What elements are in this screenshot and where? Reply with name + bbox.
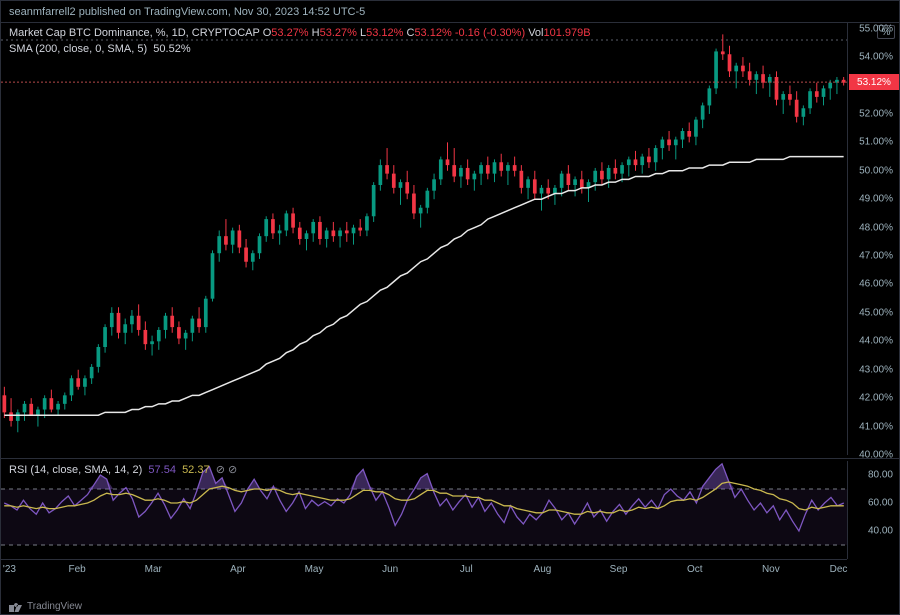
rsi-v1: 57.54 xyxy=(148,464,176,476)
symbol-title: Market Cap BTC Dominance, %, 1D, CRYPTOC… xyxy=(9,27,260,39)
price-pane[interactable] xyxy=(1,23,847,455)
rsi-v2: 52.37 xyxy=(182,464,210,476)
publish-text: seanmfarrell2 published on TradingView.c… xyxy=(9,6,365,18)
rsi-label: RSI (14, close, SMA, 14, 2) xyxy=(9,464,142,476)
pane-separator[interactable] xyxy=(1,458,899,459)
sma-legend[interactable]: SMA (200, close, 0, SMA, 5) 50.52% xyxy=(9,43,191,55)
ohlc-values: O53.27% H53.27% L53.12% C53.12% -0.16 (-… xyxy=(263,27,591,39)
rsi-settings-icons[interactable]: ⊘ ⊘ xyxy=(216,464,238,476)
footer-text: TradingView xyxy=(27,601,82,612)
symbol-legend[interactable]: Market Cap BTC Dominance, %, 1D, CRYPTOC… xyxy=(9,27,591,39)
sma-value: 50.52% xyxy=(153,43,190,55)
time-axis[interactable]: '23FebMarAprMayJunJulAugSepOctNovDec xyxy=(1,559,847,579)
publish-bar: seanmfarrell2 published on TradingView.c… xyxy=(1,1,899,23)
price-scale[interactable]: 40.00%41.00%42.00%43.00%44.00%45.00%46.0… xyxy=(847,23,899,455)
chart-area[interactable]: Market Cap BTC Dominance, %, 1D, CRYPTOC… xyxy=(1,23,899,614)
sma-label: SMA (200, close, 0, SMA, 5) xyxy=(9,43,147,55)
chart-frame: seanmfarrell2 published on TradingView.c… xyxy=(0,0,900,615)
rsi-scale[interactable]: 40.0060.0080.00 xyxy=(847,461,899,559)
rsi-legend[interactable]: RSI (14, close, SMA, 14, 2) 57.54 52.37 … xyxy=(9,463,237,476)
tradingview-logo[interactable]: TradingView xyxy=(9,601,82,612)
